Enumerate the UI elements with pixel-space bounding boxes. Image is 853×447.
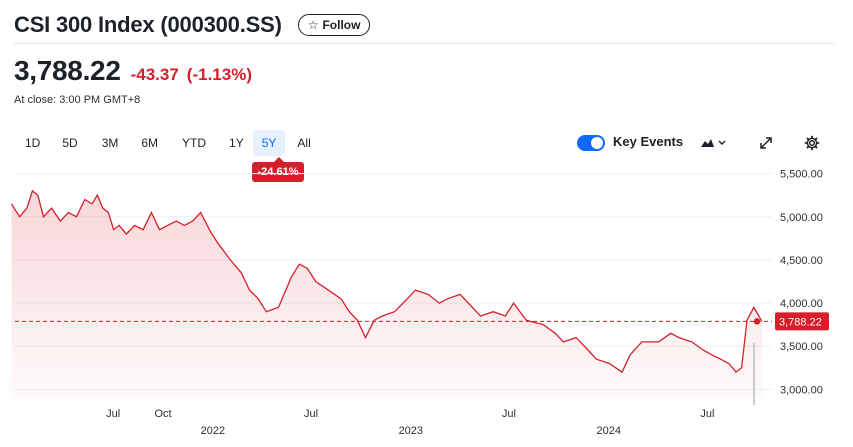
x-tick-label: Oct <box>154 408 171 420</box>
key-events-label: Key Events <box>613 134 684 149</box>
quote-header: CSI 300 Index (000300.SS) ☆ Follow <box>14 6 834 44</box>
expand-button[interactable] <box>758 135 774 156</box>
last-price-dot <box>753 318 761 325</box>
mountain-chart-icon <box>701 139 726 147</box>
range-5y[interactable]: 5Y <box>252 130 286 156</box>
x-tick-label: 2022 <box>201 425 225 437</box>
x-tick-label: 2024 <box>596 425 620 437</box>
follow-button[interactable]: ☆ Follow <box>297 14 371 36</box>
y-tick-label: 4,500.00 <box>780 255 823 267</box>
follow-label: Follow <box>322 18 361 32</box>
x-axis: Jul Oct 2022 Jul 2023 Jul 2024 Jul <box>106 408 714 437</box>
range-3m[interactable]: 3M <box>101 136 119 150</box>
gear-icon <box>804 135 820 151</box>
x-tick-label: Jul <box>106 408 120 420</box>
price-chart[interactable]: 3,000.00 3,500.00 4,000.00 4,500.00 5,000.00… <box>0 155 853 447</box>
range-selector: 1D 5D 3M 6M YTD 1Y 5Y All <box>15 130 320 156</box>
x-tick-label: Jul <box>700 408 714 420</box>
range-1d[interactable]: 1D <box>25 136 41 150</box>
price-change-percent: (-1.13%) <box>186 65 252 84</box>
y-tick-label: 3,500.00 <box>780 341 823 353</box>
range-6m[interactable]: 6M <box>141 136 159 150</box>
chart-type-selector[interactable] <box>700 136 728 155</box>
y-tick-label: 3,000.00 <box>780 384 823 396</box>
range-all[interactable]: All <box>297 136 311 150</box>
range-5d[interactable]: 5D <box>62 136 78 150</box>
price-row: 3,788.22 -43.37 (-1.13%) <box>14 55 252 87</box>
last-price-tag-box <box>775 312 829 331</box>
last-price: 3,788.22 <box>14 55 121 86</box>
last-price-tag: 3,788.22 <box>775 312 829 331</box>
last-price-tag-label: 3,788.22 <box>779 316 822 328</box>
range-1y[interactable]: 1Y <box>229 136 244 150</box>
settings-button[interactable] <box>804 135 820 156</box>
x-tick-label: 2023 <box>399 425 423 437</box>
y-tick-label: 4,000.00 <box>780 298 823 310</box>
price-change: -43.37 <box>130 65 179 84</box>
price-area <box>11 190 762 398</box>
toggle-knob <box>591 137 603 149</box>
period-performance-badge: -24.61% <box>252 157 304 182</box>
range-ytd[interactable]: YTD <box>182 136 207 150</box>
page-title: CSI 300 Index (000300.SS) <box>14 12 282 37</box>
expand-icon <box>760 137 772 149</box>
chevron-down-icon <box>718 140 726 145</box>
y-tick-label: 5,000.00 <box>780 212 823 224</box>
price-line <box>10 189 763 374</box>
x-tick-label: Jul <box>502 408 516 420</box>
y-axis: 3,000.00 3,500.00 4,000.00 4,500.00 5,000.00… <box>780 169 823 397</box>
key-events-toggle[interactable] <box>577 135 605 151</box>
star-icon: ☆ <box>307 18 319 32</box>
y-tick-label: 5,500.00 <box>780 169 823 181</box>
header-divider <box>14 43 835 44</box>
market-close-note: At close: 3:00 PM GMT+8 <box>14 94 141 106</box>
x-tick-label: Jul <box>304 408 318 420</box>
